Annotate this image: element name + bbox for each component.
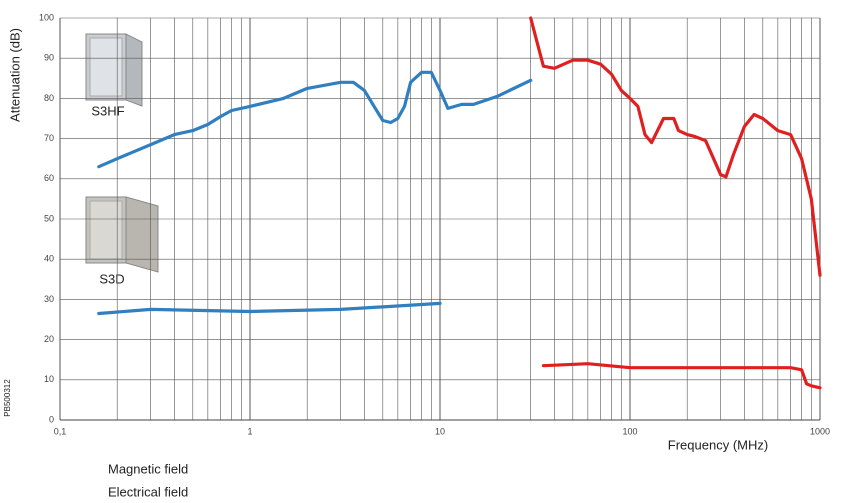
enclosure-icon — [85, 196, 159, 273]
x-tick-label: 10 — [435, 426, 445, 436]
enclosure-icon — [85, 33, 143, 107]
x-tick-label: 0,1 — [54, 426, 67, 436]
x-axis-label: Frequency (MHz) — [668, 437, 768, 452]
annotation: S3D — [99, 271, 124, 286]
y-tick-label: 10 — [44, 374, 54, 384]
y-tick-label: 100 — [39, 12, 54, 22]
annotation: PB500312 — [3, 379, 12, 417]
y-tick-label: 40 — [44, 254, 54, 264]
legend-entry: Electrical field — [108, 484, 188, 499]
x-tick-label: 1 — [247, 426, 252, 436]
line-series — [97, 70, 533, 169]
y-tick-label: 70 — [44, 133, 54, 143]
y-tick-label: 80 — [44, 93, 54, 103]
y-tick-label: 0 — [49, 414, 54, 424]
line-series — [529, 16, 822, 277]
y-axis-label: Attenuation (dB) — [7, 28, 22, 122]
annotation: S3HF — [91, 103, 124, 118]
line-series — [541, 362, 822, 390]
y-tick-label: 90 — [44, 53, 54, 63]
y-tick-label: 30 — [44, 294, 54, 304]
x-tick-label: 1000 — [810, 426, 830, 436]
y-tick-label: 60 — [44, 173, 54, 183]
legend-entry: Magnetic field — [108, 461, 188, 476]
y-tick-label: 50 — [44, 213, 54, 223]
line-series — [97, 301, 442, 316]
x-tick-label: 100 — [622, 426, 637, 436]
y-tick-label: 20 — [44, 334, 54, 344]
